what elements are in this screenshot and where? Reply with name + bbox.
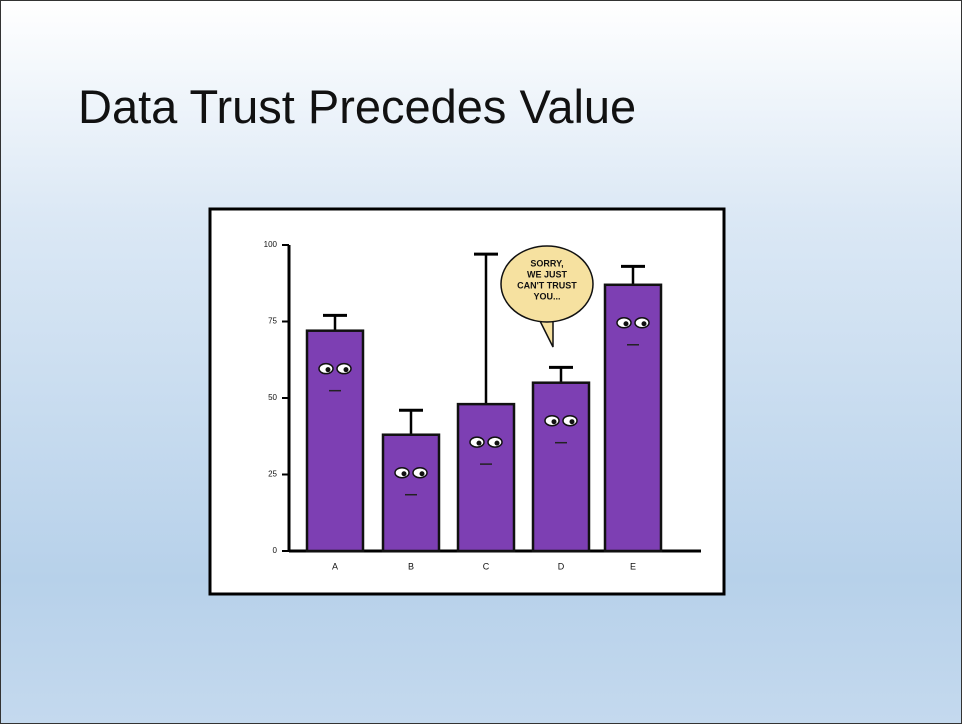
y-tick-label: 100 — [264, 240, 278, 249]
annotation: WE JUST — [527, 269, 568, 279]
annotation: SORRY, — [530, 258, 563, 268]
pupil — [401, 471, 407, 477]
bar — [603, 283, 663, 553]
annotation: YOU... — [533, 291, 560, 301]
y-tick-label: 25 — [268, 470, 277, 479]
pupil — [419, 471, 425, 477]
pupil — [569, 419, 575, 425]
bubble — [500, 245, 594, 323]
annotation: CAN'T TRUST — [517, 280, 577, 290]
bar — [531, 381, 591, 553]
pupil — [343, 367, 349, 373]
x-tick-label: C — [483, 561, 490, 571]
x-tick-label: B — [408, 561, 414, 571]
pupil — [325, 367, 331, 373]
y-tick-label: 0 — [273, 546, 278, 555]
bar — [456, 402, 516, 553]
bar — [381, 433, 441, 553]
x-tick-label: A — [332, 561, 338, 571]
x-tick-label: D — [558, 561, 565, 571]
pupil — [494, 440, 500, 446]
y-tick-label: 50 — [268, 393, 277, 402]
pupil — [476, 440, 482, 446]
bar — [305, 329, 365, 553]
pupil — [623, 321, 629, 327]
x-tick-label: E — [630, 561, 636, 571]
y-tick-label: 75 — [268, 317, 277, 326]
slide-title: Data Trust Precedes Value — [78, 80, 637, 133]
pupil — [551, 419, 557, 425]
pupil — [641, 321, 647, 327]
